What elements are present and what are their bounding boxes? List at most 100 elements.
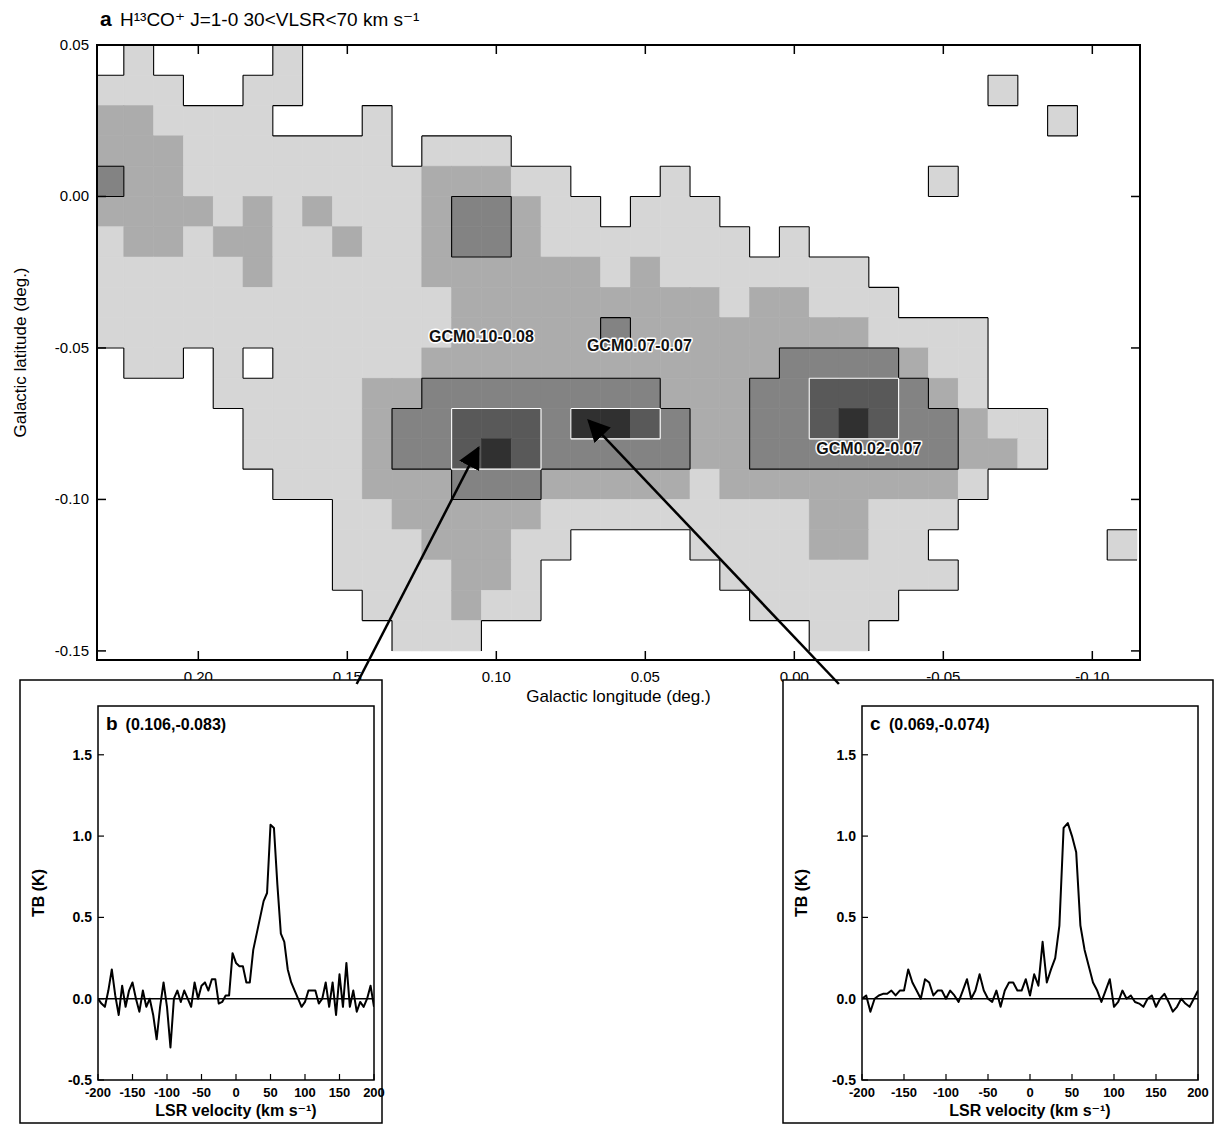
map-cell bbox=[362, 318, 392, 348]
map-cell bbox=[779, 469, 809, 499]
y-tick-label: 1.5 bbox=[73, 747, 93, 763]
map-cell bbox=[183, 469, 213, 499]
y-tick bbox=[1131, 196, 1140, 198]
map-cell bbox=[809, 621, 839, 651]
map-cell bbox=[958, 318, 988, 348]
map-cell bbox=[899, 45, 929, 75]
map-cell bbox=[332, 257, 362, 287]
map-cell bbox=[779, 45, 809, 75]
map-cell bbox=[1048, 227, 1078, 257]
map-cell bbox=[511, 590, 541, 620]
map-cell bbox=[183, 621, 213, 651]
y-tick-label: 0.0 bbox=[837, 991, 857, 1007]
map-cell bbox=[511, 409, 541, 439]
spectrum-data bbox=[862, 823, 1198, 1012]
map-cell bbox=[422, 439, 452, 469]
map-cell bbox=[571, 621, 601, 651]
map-cell bbox=[928, 45, 958, 75]
map-cell bbox=[422, 378, 452, 408]
map-cell bbox=[362, 45, 392, 75]
map-cell bbox=[541, 196, 571, 226]
map-cell bbox=[928, 378, 958, 408]
map-cell bbox=[541, 136, 571, 166]
map-cell bbox=[1107, 499, 1137, 529]
map-cell bbox=[899, 106, 929, 136]
map-cell bbox=[541, 499, 571, 529]
map-cell bbox=[928, 196, 958, 226]
map-cell bbox=[988, 136, 1018, 166]
map-cell bbox=[183, 257, 213, 287]
map-cell bbox=[809, 499, 839, 529]
map-cell bbox=[928, 287, 958, 317]
map-cell bbox=[511, 166, 541, 196]
map-cell bbox=[839, 590, 869, 620]
map-cell bbox=[630, 469, 660, 499]
map-cell bbox=[511, 378, 541, 408]
map-cell bbox=[243, 499, 273, 529]
map-cell bbox=[988, 469, 1018, 499]
map-cell bbox=[541, 318, 571, 348]
map-cell bbox=[988, 560, 1018, 590]
map-cell bbox=[183, 439, 213, 469]
map-cell bbox=[839, 75, 869, 105]
map-cell bbox=[303, 45, 333, 75]
spectrum-data bbox=[98, 825, 374, 1048]
x-tick bbox=[235, 1074, 236, 1080]
map-cell bbox=[273, 621, 303, 651]
map-cell bbox=[660, 560, 690, 590]
map-cell bbox=[1048, 106, 1078, 136]
y-tick bbox=[97, 44, 106, 46]
map-cell bbox=[422, 227, 452, 257]
map-cell bbox=[303, 499, 333, 529]
map-cell bbox=[1077, 75, 1107, 105]
map-cell bbox=[422, 45, 452, 75]
map-cell bbox=[928, 590, 958, 620]
map-cell bbox=[690, 106, 720, 136]
map-cell bbox=[1107, 439, 1137, 469]
map-cell bbox=[958, 590, 988, 620]
x-tick-label: -150 bbox=[119, 1085, 145, 1100]
map-cell bbox=[1018, 530, 1048, 560]
map-cell bbox=[720, 409, 750, 439]
map-cell bbox=[303, 257, 333, 287]
map-cell bbox=[183, 378, 213, 408]
map-cell bbox=[303, 75, 333, 105]
map-cell bbox=[124, 318, 154, 348]
map-cell bbox=[511, 348, 541, 378]
map-cell bbox=[481, 348, 511, 378]
map-cell bbox=[630, 530, 660, 560]
map-cell bbox=[928, 530, 958, 560]
map-cell bbox=[303, 136, 333, 166]
map-cell bbox=[481, 439, 511, 469]
map-cell bbox=[1107, 166, 1137, 196]
map-cell bbox=[1018, 348, 1048, 378]
x-tick bbox=[1155, 1074, 1156, 1080]
x-tick bbox=[1092, 45, 1094, 54]
map-cell bbox=[601, 75, 631, 105]
map-cell bbox=[422, 499, 452, 529]
map-cell bbox=[213, 287, 243, 317]
map-cell bbox=[809, 378, 839, 408]
map-cell bbox=[154, 166, 184, 196]
map-cell bbox=[839, 560, 869, 590]
y-tick bbox=[97, 196, 106, 198]
map-cell bbox=[154, 136, 184, 166]
map-cell bbox=[779, 318, 809, 348]
map-cell bbox=[452, 106, 482, 136]
map-cell bbox=[630, 227, 660, 257]
map-cell bbox=[809, 348, 839, 378]
map-cell bbox=[1077, 348, 1107, 378]
panel-letter: a bbox=[100, 7, 112, 30]
map-cell bbox=[958, 378, 988, 408]
x-tick bbox=[166, 1074, 167, 1080]
map-cell bbox=[213, 348, 243, 378]
map-cell bbox=[1048, 136, 1078, 166]
map-cell bbox=[660, 257, 690, 287]
map-cell bbox=[332, 560, 362, 590]
contour bbox=[97, 45, 1137, 651]
map-cell bbox=[243, 560, 273, 590]
x-axis-title: LSR velocity (km s⁻¹) bbox=[155, 1102, 316, 1119]
map-cell bbox=[899, 287, 929, 317]
map-cell bbox=[183, 136, 213, 166]
y-tick-label: 1.5 bbox=[837, 747, 857, 763]
